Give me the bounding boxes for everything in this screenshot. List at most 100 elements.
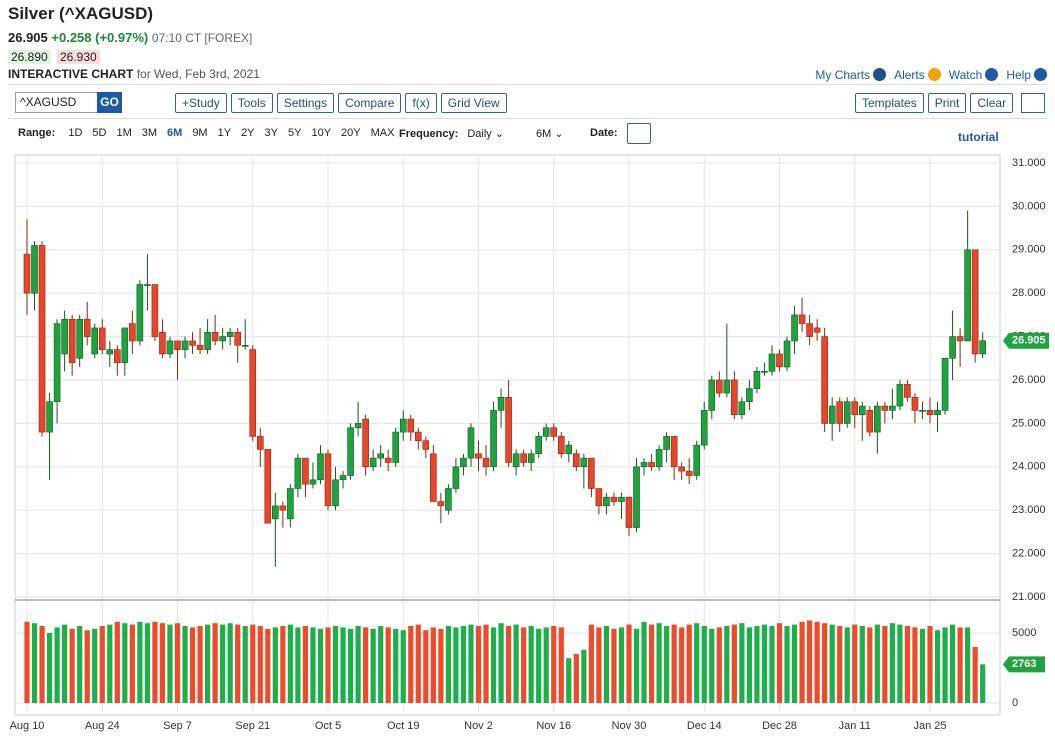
candle-body: [505, 397, 512, 463]
candle-body: [746, 388, 753, 402]
volume-bar: [919, 628, 926, 703]
volume-bar: [129, 624, 135, 703]
volume-bar: [904, 626, 911, 703]
candle-body: [159, 331, 166, 355]
candle-body: [715, 379, 723, 394]
range-option[interactable]: 1M: [116, 127, 132, 139]
candle-body: [324, 453, 332, 507]
toolbar-button[interactable]: Settings: [276, 93, 335, 113]
volume-bar: [799, 621, 805, 703]
candle-body: [294, 457, 302, 489]
toolbar-button[interactable]: Grid View: [440, 93, 507, 113]
volume-bar: [889, 623, 895, 703]
x-tick-label: Jan 11: [839, 720, 871, 732]
tutorial[interactable]: tutorial: [958, 130, 999, 144]
volume-bar: [197, 626, 203, 703]
volume-bar: [506, 626, 512, 703]
candle-body: [565, 444, 573, 455]
candle-body: [798, 314, 806, 324]
candle-body: [98, 327, 106, 350]
range-option[interactable]: 10Y: [311, 127, 332, 139]
volume-bar: [716, 627, 722, 703]
volume-bar: [791, 624, 798, 703]
frequency-select[interactable]: Daily: [467, 128, 492, 140]
volume-bar: [99, 626, 105, 703]
range-option[interactable]: 9M: [192, 127, 208, 139]
candle-body: [731, 379, 738, 416]
volume-bar: [694, 623, 700, 703]
candle-body: [497, 397, 505, 411]
volume-bar: [242, 626, 248, 703]
volume-bar: [144, 623, 150, 703]
go-button[interactable]: GO: [97, 92, 122, 113]
candle-body: [490, 410, 497, 468]
volume-bar: [724, 626, 730, 703]
volume-bar: [332, 626, 339, 703]
volume-bar: [769, 626, 775, 703]
candle-body: [618, 496, 625, 502]
candle-body: [813, 327, 821, 333]
expand-button[interactable]: [1021, 93, 1045, 113]
toolbar-button[interactable]: Templates: [855, 93, 924, 113]
volume-bar: [355, 626, 361, 703]
range-option[interactable]: 5D: [92, 127, 107, 139]
toolbar-button[interactable]: Tools: [230, 93, 273, 113]
candle-body: [640, 462, 648, 468]
toolbar-button[interactable]: Clear: [970, 93, 1014, 113]
volume-bar: [475, 626, 482, 703]
candle-body: [738, 401, 746, 416]
range-option[interactable]: 3M: [141, 127, 158, 139]
range-option[interactable]: 1Y: [217, 127, 232, 139]
volume-bar: [543, 627, 549, 703]
volume-bar: [423, 630, 429, 703]
volume-bar: [317, 628, 324, 703]
toolbar-button[interactable]: f(x): [405, 93, 437, 113]
x-tick-label: Nov 30: [612, 720, 647, 732]
header-link[interactable]: Alerts: [894, 68, 925, 82]
candle-body: [693, 444, 701, 476]
candle-body: [663, 436, 670, 450]
range-option[interactable]: 5Y: [288, 127, 302, 139]
volume-bar: [739, 623, 745, 703]
volume-bar: [385, 627, 391, 703]
candle-body: [234, 331, 241, 346]
range-option[interactable]: 2Y: [241, 127, 255, 139]
range-option[interactable]: 3Y: [264, 127, 278, 139]
date-picker[interactable]: [627, 123, 651, 144]
x-tick-label: Oct 5: [315, 720, 341, 732]
range-option[interactable]: 6M: [167, 127, 183, 139]
volume-bar: [287, 624, 293, 703]
period-select[interactable]: 6M ⌄: [536, 128, 564, 140]
frequency-label: Frequency:: [399, 128, 459, 140]
range-option[interactable]: 20Y: [341, 127, 361, 139]
volume-bar: [912, 627, 918, 703]
candle-body: [866, 410, 874, 433]
candle-body: [189, 340, 196, 346]
toolbar-button[interactable]: +Study: [175, 93, 227, 113]
range-option[interactable]: 1D: [68, 127, 83, 139]
volume-bar: [829, 624, 835, 703]
header-link[interactable]: Watch: [948, 68, 983, 82]
candle-body: [302, 457, 309, 485]
volume-bar: [84, 630, 90, 703]
toolbar-button[interactable]: Print: [927, 93, 967, 113]
candle-body: [580, 457, 588, 468]
volume-bar: [24, 621, 30, 703]
header-link[interactable]: My Charts: [815, 68, 871, 82]
header-link[interactable]: Help: [1006, 68, 1031, 82]
volume-bar: [844, 627, 850, 703]
candle-body: [249, 349, 257, 437]
candle-body: [941, 357, 949, 411]
chart-date: for Wed, Feb 3rd, 2021: [136, 67, 260, 81]
toolbar-button[interactable]: Compare: [338, 93, 402, 113]
volume-bar: [746, 627, 752, 703]
candle-body: [445, 488, 452, 511]
volume-bar: [686, 624, 692, 703]
volume-bar: [430, 627, 436, 703]
volume-bar: [490, 627, 497, 703]
chart-heading: INTERACTIVE CHART: [8, 67, 134, 81]
range-option[interactable]: MAX: [370, 127, 395, 139]
candle-body: [369, 457, 377, 468]
volume-bar: [566, 658, 572, 703]
y-tick-label: 23.000: [1012, 504, 1046, 516]
